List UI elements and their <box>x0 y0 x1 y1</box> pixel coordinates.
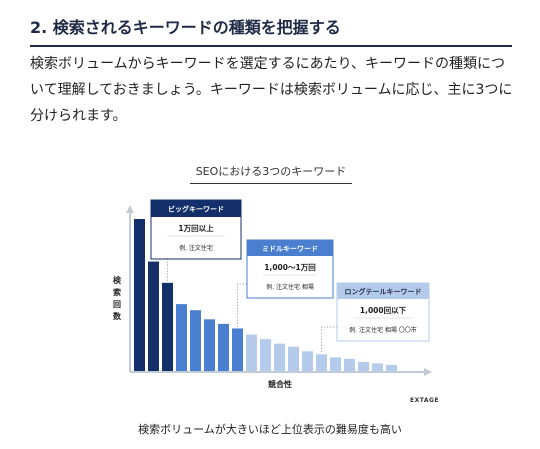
figure-title: SEOにおける3つのキーワード <box>190 163 352 184</box>
section-heading: 2. 検索されるキーワードの種類を把握する <box>30 14 512 47</box>
x-axis-label: 競合性 <box>268 379 292 389</box>
callout-volume: 1,000〜1万回 <box>264 263 316 272</box>
paragraph-line: 検索ボリュームからキーワードを選定するにあたり、キーワードの種類につ <box>30 56 506 72</box>
chart-bar <box>232 328 243 371</box>
chart-bar <box>288 346 299 371</box>
chart-bar <box>344 358 355 371</box>
callout-title: ミドルキーワード <box>262 245 318 253</box>
callout-header <box>151 200 241 217</box>
x-axis-arrow <box>424 368 432 376</box>
chart-bar <box>372 363 383 371</box>
callout-connector <box>321 326 337 353</box>
chart-bar <box>386 364 397 371</box>
chart-bar <box>302 351 313 371</box>
y-axis-label: 索 <box>113 287 121 297</box>
callout-example: 例. 注文住宅 相場 〇〇市 <box>349 326 417 334</box>
callout-title: ロングテールキーワード <box>345 287 422 296</box>
chart-bar <box>218 323 229 371</box>
callout-volume: 1万回以上 <box>178 223 214 233</box>
chart-bar <box>176 304 187 371</box>
paragraph-line: いて理解しておきましょう。キーワードは検索ボリュームに応じ、主に3つに <box>30 82 513 98</box>
chart-bar <box>330 357 341 371</box>
callout-example: 例. 注文住宅 <box>179 244 213 252</box>
y-axis-arrow <box>126 205 134 213</box>
chart-bar <box>274 343 285 371</box>
y-axis-label: 数 <box>113 311 122 321</box>
chart-bar <box>204 319 215 371</box>
paragraph-line: 分けられます。 <box>30 108 127 124</box>
chart-bar <box>316 354 327 371</box>
chart-bar <box>162 282 173 371</box>
brand-logo: EXTAGE <box>410 397 440 404</box>
callout-header <box>247 240 333 256</box>
chart-bar <box>134 219 145 371</box>
chart-bar <box>260 339 271 371</box>
y-axis-label: 回 <box>113 300 121 309</box>
chart-bar <box>190 310 201 371</box>
y-axis-label: 検 <box>113 275 122 285</box>
callout-title: ビッグキーワード <box>168 205 224 214</box>
chart-bar <box>358 361 369 371</box>
callout-connector <box>237 283 247 327</box>
callout-example: 例. 注文住宅 相場 <box>266 283 314 291</box>
callout-header <box>337 283 429 299</box>
callout-volume: 1,000回以下 <box>360 306 407 315</box>
section-paragraph: 検索ボリュームからキーワードを選定するにあたり、キーワードの種類につ いて理解し… <box>30 51 512 129</box>
chart-bar <box>148 261 159 371</box>
chart-bar <box>246 334 257 371</box>
figure-caption: 検索ボリュームが大きいほど上位表示の難易度も高い <box>138 423 402 436</box>
